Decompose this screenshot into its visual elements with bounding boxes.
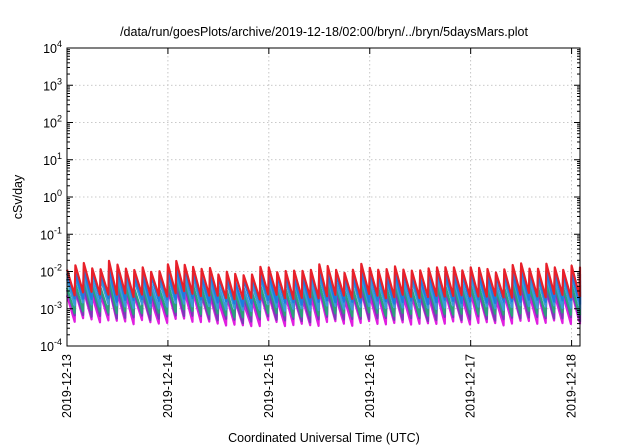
x-tick-label: 2019-12-18 [565, 354, 579, 418]
x-axis-label: Coordinated Universal Time (UTC) [228, 431, 420, 445]
y-axis-ticks: 10-4 10-3 10-2 10-1 100 101 102 103 104 [40, 39, 580, 354]
y-tick-label: 10-1 [40, 225, 62, 242]
series-line [65, 259, 582, 301]
y-tick-label: 10-4 [40, 337, 62, 354]
y-axis-label: cSv/day [11, 174, 25, 219]
y-tick-label: 101 [43, 151, 62, 168]
y-tick-label: 104 [43, 39, 62, 56]
x-tick-label: 2019-12-14 [161, 354, 175, 418]
y-tick-label: 100 [43, 188, 62, 205]
x-axis-ticks: 2019-12-13 2019-12-14 2019-12-15 2019-12-16… [60, 48, 579, 418]
x-tick-label: 2019-12-16 [363, 354, 377, 418]
x-tick-label: 2019-12-13 [60, 354, 74, 418]
x-tick-label: 2019-12-17 [464, 354, 478, 418]
y-tick-label: 102 [43, 114, 62, 131]
y-tick-label: 103 [43, 76, 62, 93]
chart-title: /data/run/goesPlots/archive/2019-12-18/0… [120, 25, 528, 39]
y-tick-label: 10-2 [40, 263, 62, 280]
data-series [65, 259, 582, 328]
x-tick-label: 2019-12-15 [262, 354, 276, 418]
y-tick-label: 10-3 [40, 300, 62, 317]
